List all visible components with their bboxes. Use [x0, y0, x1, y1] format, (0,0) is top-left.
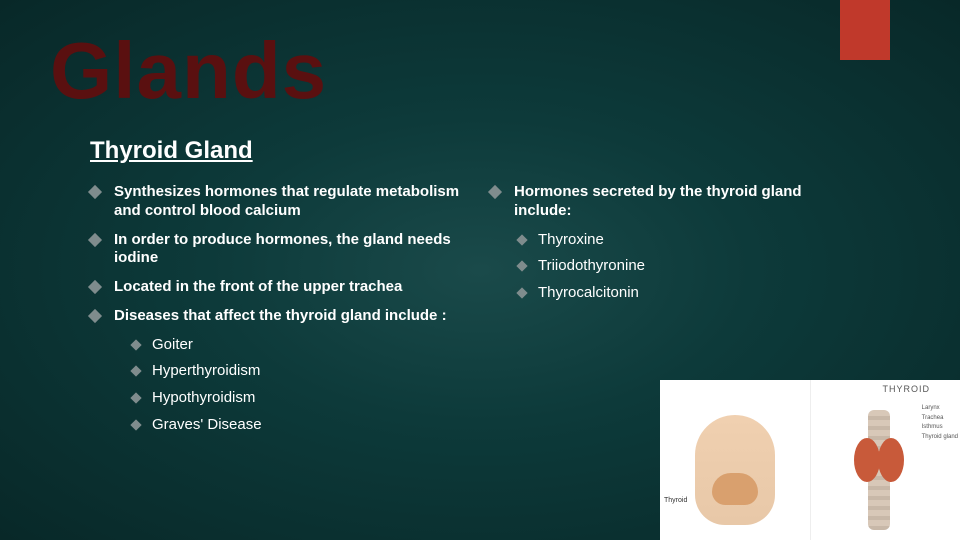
- anatomy-right: Larynx Trachea Isthmus Thyroid gland: [811, 380, 960, 540]
- bullet-text: Thyroxine: [538, 231, 604, 250]
- image-label: Isthmus: [922, 423, 958, 433]
- thyroid-image: THYROID Thyroid Larynx Trachea Isthmus T…: [660, 380, 960, 540]
- list-item: Graves' Disease: [132, 416, 460, 435]
- thyroid-lobe: [878, 438, 904, 482]
- bullet-text: Goiter: [152, 336, 193, 355]
- list-item: Thyrocalcitonin: [518, 284, 820, 303]
- list-item: Synthesizes hormones that regulate metab…: [90, 183, 460, 221]
- bullet-icon: [130, 419, 141, 430]
- right-sub-list: Thyroxine Triiodothyronine Thyrocalciton…: [518, 231, 820, 303]
- bullet-text: In order to produce hormones, the gland …: [114, 231, 460, 269]
- list-item: Hormones secreted by the thyroid gland i…: [490, 183, 820, 221]
- list-item: Goiter: [132, 336, 460, 355]
- list-item: Thyroxine: [518, 231, 820, 250]
- list-item: In order to produce hormones, the gland …: [90, 231, 460, 269]
- bullet-text: Located in the front of the upper trache…: [114, 278, 402, 297]
- left-sub-list: Goiter Hyperthyroidism Hypothyroidism Gr…: [132, 336, 460, 435]
- trachea-box: [840, 410, 930, 530]
- image-label: Larynx: [922, 404, 958, 414]
- bullet-icon: [488, 185, 502, 199]
- image-label: Thyroid: [664, 497, 687, 504]
- bullet-text: Hormones secreted by the thyroid gland i…: [514, 183, 820, 221]
- bullet-icon: [130, 366, 141, 377]
- list-item: Triiodothyronine: [518, 257, 820, 276]
- bullet-icon: [130, 392, 141, 403]
- bullet-icon: [88, 185, 102, 199]
- bullet-icon: [88, 232, 102, 246]
- bullet-icon: [516, 234, 527, 245]
- anatomy-left: Thyroid: [660, 380, 811, 540]
- bullet-text: Hyperthyroidism: [152, 362, 260, 381]
- subtitle: Thyroid Gland: [0, 117, 960, 165]
- bullet-text: Diseases that affect the thyroid gland i…: [114, 307, 447, 326]
- bullet-text: Synthesizes hormones that regulate metab…: [114, 183, 460, 221]
- bullet-icon: [516, 287, 527, 298]
- list-item: Hyperthyroidism: [132, 362, 460, 381]
- image-label: Thyroid gland: [922, 433, 958, 443]
- image-label: Trachea: [922, 414, 958, 424]
- bullet-icon: [88, 280, 102, 294]
- throat-shape: [695, 415, 775, 525]
- list-item: Located in the front of the upper trache…: [90, 278, 460, 297]
- bullet-text: Thyrocalcitonin: [538, 284, 639, 303]
- right-list: Hormones secreted by the thyroid gland i…: [490, 183, 820, 221]
- image-labels-right: Larynx Trachea Isthmus Thyroid gland: [922, 404, 958, 442]
- bullet-text: Triiodothyronine: [538, 257, 645, 276]
- left-list: Synthesizes hormones that regulate metab…: [90, 183, 460, 326]
- bullet-icon: [88, 309, 102, 323]
- list-item: Diseases that affect the thyroid gland i…: [90, 307, 460, 326]
- bullet-icon: [130, 339, 141, 350]
- bullet-text: Graves' Disease: [152, 416, 262, 435]
- accent-bar: [840, 0, 890, 60]
- left-column: Synthesizes hormones that regulate metab…: [90, 183, 460, 443]
- list-item: Hypothyroidism: [132, 389, 460, 408]
- bullet-icon: [516, 261, 527, 272]
- page-title: Glands: [0, 0, 960, 117]
- bullet-text: Hypothyroidism: [152, 389, 255, 408]
